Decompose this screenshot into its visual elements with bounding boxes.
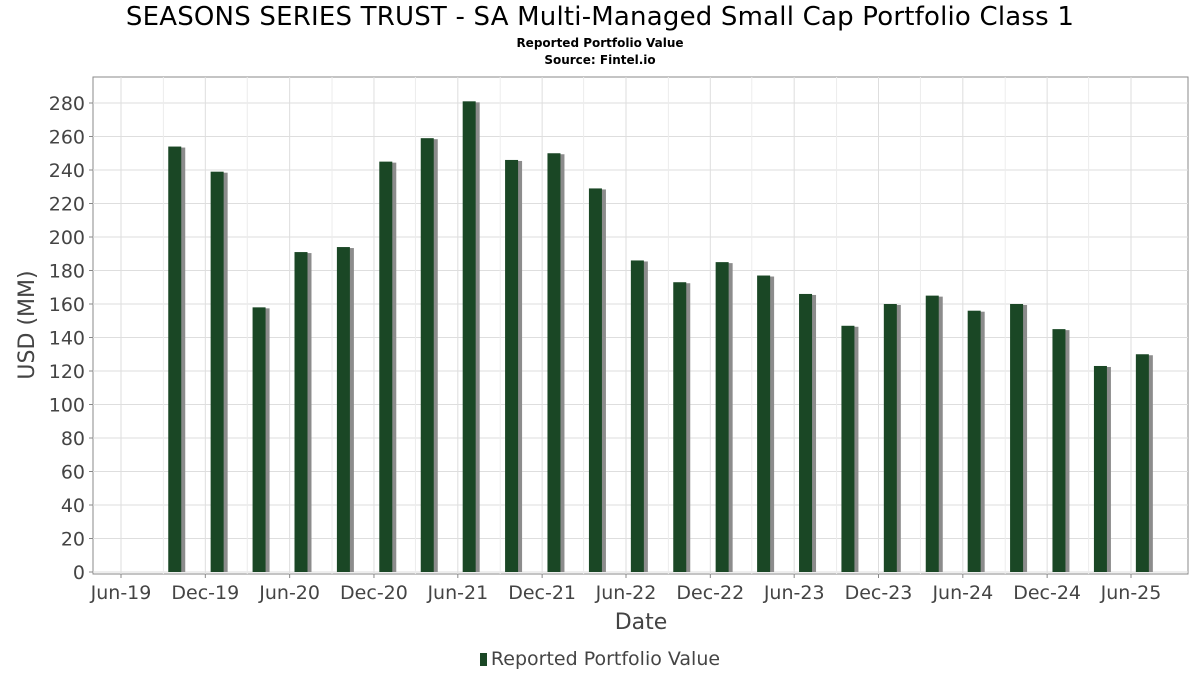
bar — [379, 161, 393, 572]
bar — [336, 247, 350, 573]
chart-subtitle: Reported Portfolio Value — [516, 36, 684, 50]
y-tick-label: 240 — [49, 160, 85, 182]
y-tick-label: 180 — [49, 261, 85, 283]
bar — [925, 295, 939, 572]
y-tick-label: 280 — [49, 93, 85, 115]
bar — [673, 282, 687, 572]
y-tick-label: 220 — [49, 194, 85, 216]
legend: Reported Portfolio Value — [0, 648, 1200, 670]
y-tick-label: 60 — [61, 462, 85, 484]
bar — [462, 101, 476, 572]
y-tick-label: 260 — [49, 127, 85, 149]
y-tick-label: 100 — [49, 395, 85, 417]
x-axis-label: Date — [615, 610, 668, 635]
bar — [294, 252, 308, 572]
bar — [883, 304, 897, 572]
x-tick-label: Dec-23 — [845, 582, 913, 604]
legend-swatch — [479, 653, 487, 666]
y-tick-label: 20 — [61, 529, 85, 551]
bar — [547, 153, 561, 572]
y-tick-label: 80 — [61, 428, 85, 450]
bar — [1093, 365, 1107, 572]
bar — [588, 188, 602, 573]
bar — [799, 293, 813, 572]
legend-label: Reported Portfolio Value — [490, 648, 721, 670]
bar — [1135, 354, 1149, 572]
bar — [252, 307, 266, 572]
bar — [505, 159, 519, 572]
x-tick-label: Jun-19 — [90, 582, 152, 604]
x-tick-label: Dec-20 — [340, 582, 408, 604]
y-tick-label: 160 — [49, 294, 85, 316]
bar — [1010, 304, 1024, 572]
x-tick-label: Jun-22 — [595, 582, 657, 604]
y-axis-label: USD (MM) — [15, 270, 40, 379]
bar — [841, 325, 855, 572]
bar — [1052, 329, 1066, 572]
bar — [420, 138, 434, 573]
x-tick-label: Dec-19 — [171, 582, 239, 604]
x-tick-label: Dec-21 — [508, 582, 576, 604]
chart-source: Source: Fintel.io — [544, 53, 656, 67]
y-tick-label: 200 — [49, 227, 85, 249]
bar — [168, 146, 182, 573]
bar — [715, 262, 729, 572]
bar — [210, 171, 224, 573]
y-tick-label: 40 — [61, 495, 85, 517]
x-tick-label: Jun-23 — [763, 582, 825, 604]
bar — [757, 275, 771, 572]
bar — [630, 260, 644, 572]
y-tick-label: 140 — [49, 328, 85, 350]
bar — [967, 310, 981, 572]
x-tick-label: Jun-25 — [1100, 582, 1162, 604]
x-tick-label: Dec-22 — [676, 582, 744, 604]
y-tick-label: 0 — [73, 562, 85, 584]
x-tick-label: Jun-24 — [931, 582, 993, 604]
y-tick-label: 120 — [49, 361, 85, 383]
x-tick-label: Jun-21 — [426, 582, 488, 604]
x-tick-label: Jun-20 — [258, 582, 320, 604]
x-tick-label: Dec-24 — [1013, 582, 1081, 604]
chart-title: SEASONS SERIES TRUST - SA Multi-Managed … — [125, 2, 1075, 32]
